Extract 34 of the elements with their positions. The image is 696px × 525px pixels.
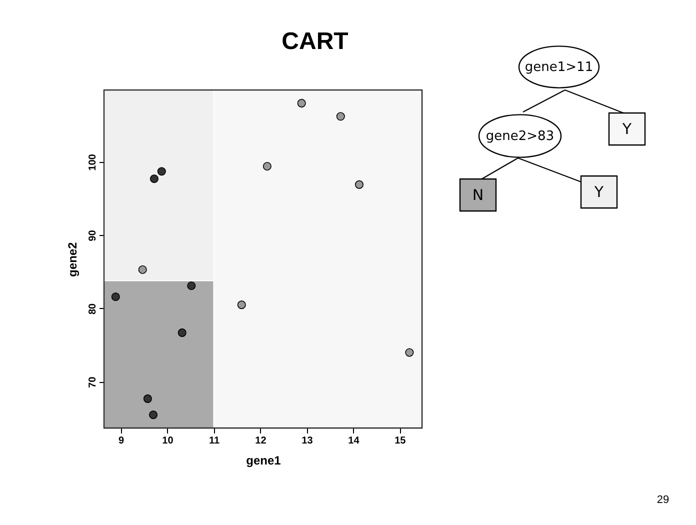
text: Y <box>621 120 632 138</box>
x-tick-label: 13 <box>302 436 314 446</box>
x-axis-title: gene1 <box>246 454 282 468</box>
point <box>178 328 186 337</box>
point <box>336 112 345 121</box>
point <box>262 162 272 171</box>
y-tick-label: 70 <box>88 376 98 388</box>
point <box>187 281 196 290</box>
point <box>150 174 158 183</box>
point <box>143 394 152 403</box>
text: 29 <box>656 494 670 506</box>
y-axis-title: gene2 <box>66 242 80 277</box>
y-tick-label: 100 <box>88 154 98 171</box>
point <box>405 348 414 357</box>
text: gene2>83 <box>486 129 554 144</box>
x-tick-label: 15 <box>394 436 406 446</box>
chart-title: CART <box>282 28 349 55</box>
x-tick-label: 11 <box>208 436 220 446</box>
y-tick-label: 90 <box>88 230 98 242</box>
x-tick-label: 12 <box>255 436 267 446</box>
point <box>138 265 147 274</box>
point <box>237 300 246 310</box>
text: Y <box>593 183 604 201</box>
point <box>297 98 306 108</box>
x-tick-label: 9 <box>118 436 124 446</box>
point <box>354 180 364 189</box>
text: gene1>11 <box>524 60 594 75</box>
point <box>111 292 120 302</box>
y-tick-label: 80 <box>88 302 98 315</box>
point <box>157 167 166 176</box>
x-tick-label: 14 <box>348 436 360 446</box>
point <box>149 410 158 420</box>
x-tick-label: 10 <box>162 436 174 446</box>
text: N <box>472 186 484 204</box>
